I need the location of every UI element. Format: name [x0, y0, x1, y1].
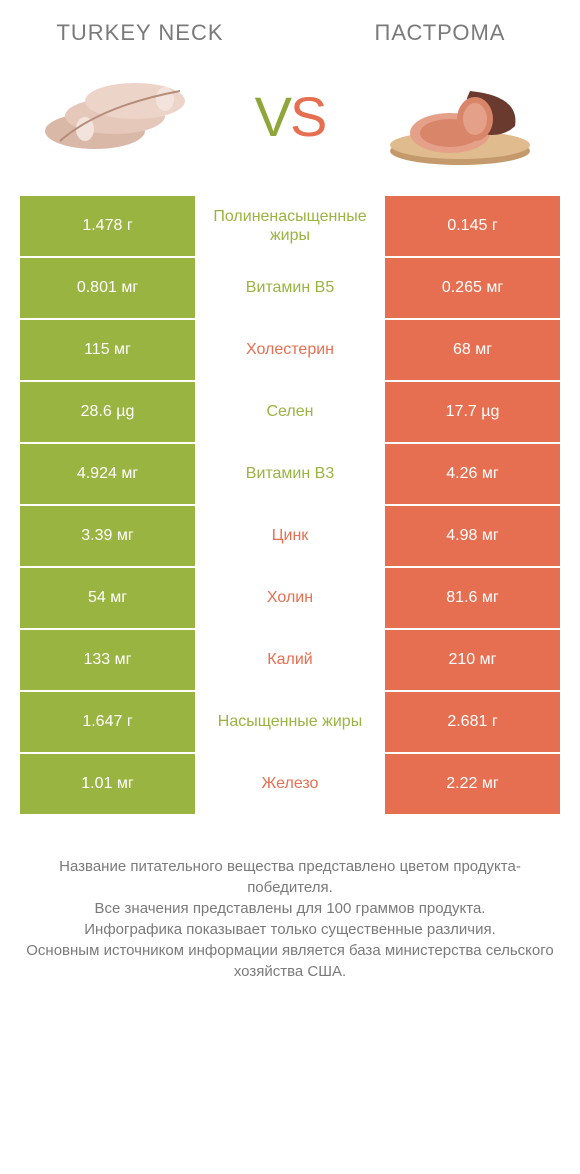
cell-right-value: 210 мг	[385, 630, 560, 690]
cell-left-value: 28.6 µg	[20, 382, 195, 442]
cell-left-value: 115 мг	[20, 320, 195, 380]
table-row: 1.01 мгЖелезо2.22 мг	[20, 754, 560, 816]
footer-line-2: Все значения представлены для 100 граммо…	[20, 898, 560, 919]
footer-line-3: Инфографика показывает только существенн…	[20, 919, 560, 940]
nutrient-label: Холестерин	[195, 320, 385, 380]
table-row: 1.478 гПолиненасыщенные жиры0.145 г	[20, 196, 560, 258]
cell-right-value: 0.265 мг	[385, 258, 560, 318]
cell-left-value: 1.01 мг	[20, 754, 195, 814]
cell-left-value: 1.478 г	[20, 196, 195, 256]
cell-right-value: 4.26 мг	[385, 444, 560, 504]
nutrient-label: Железо	[195, 754, 385, 814]
nutrient-label: Насыщенные жиры	[195, 692, 385, 752]
header: TURKEY NECK ПАСТРОМА	[0, 0, 580, 46]
table-row: 0.801 мгВитамин B50.265 мг	[20, 258, 560, 320]
footer: Название питательного вещества представл…	[0, 816, 580, 982]
cell-right-value: 4.98 мг	[385, 506, 560, 566]
cell-right-value: 0.145 г	[385, 196, 560, 256]
cell-left-value: 1.647 г	[20, 692, 195, 752]
cell-right-value: 81.6 мг	[385, 568, 560, 628]
cell-left-value: 4.924 мг	[20, 444, 195, 504]
table-row: 54 мгХолин81.6 мг	[20, 568, 560, 630]
cell-left-value: 0.801 мг	[20, 258, 195, 318]
table-row: 4.924 мгВитамин B34.26 мг	[20, 444, 560, 506]
title-left: TURKEY NECK	[40, 20, 240, 46]
vs-s: S	[290, 85, 325, 148]
vs-row: VS	[0, 46, 580, 196]
nutrient-label: Витамин B5	[195, 258, 385, 318]
title-right: ПАСТРОМА	[340, 20, 540, 46]
cell-left-value: 3.39 мг	[20, 506, 195, 566]
footer-line-1: Название питательного вещества представл…	[20, 856, 560, 898]
vs-v: V	[255, 85, 290, 148]
comparison-table: 1.478 гПолиненасыщенные жиры0.145 г0.801…	[0, 196, 580, 816]
table-row: 28.6 µgСелен17.7 µg	[20, 382, 560, 444]
table-row: 3.39 мгЦинк4.98 мг	[20, 506, 560, 568]
nutrient-label: Полиненасыщенные жиры	[195, 196, 385, 256]
nutrient-label: Селен	[195, 382, 385, 442]
nutrient-label: Витамин B3	[195, 444, 385, 504]
table-row: 1.647 гНасыщенные жиры2.681 г	[20, 692, 560, 754]
table-row: 115 мгХолестерин68 мг	[20, 320, 560, 382]
nutrient-label: Цинк	[195, 506, 385, 566]
footer-line-4: Основным источником информации является …	[20, 940, 560, 982]
pastrami-image	[370, 56, 550, 176]
turkey-neck-image	[30, 56, 210, 176]
cell-left-value: 133 мг	[20, 630, 195, 690]
nutrient-label: Холин	[195, 568, 385, 628]
vs-label: VS	[255, 84, 326, 149]
cell-right-value: 17.7 µg	[385, 382, 560, 442]
turkey-neck-icon	[40, 61, 200, 171]
cell-right-value: 2.681 г	[385, 692, 560, 752]
cell-left-value: 54 мг	[20, 568, 195, 628]
pastrami-icon	[380, 61, 540, 171]
nutrient-label: Калий	[195, 630, 385, 690]
cell-right-value: 2.22 мг	[385, 754, 560, 814]
cell-right-value: 68 мг	[385, 320, 560, 380]
table-row: 133 мгКалий210 мг	[20, 630, 560, 692]
